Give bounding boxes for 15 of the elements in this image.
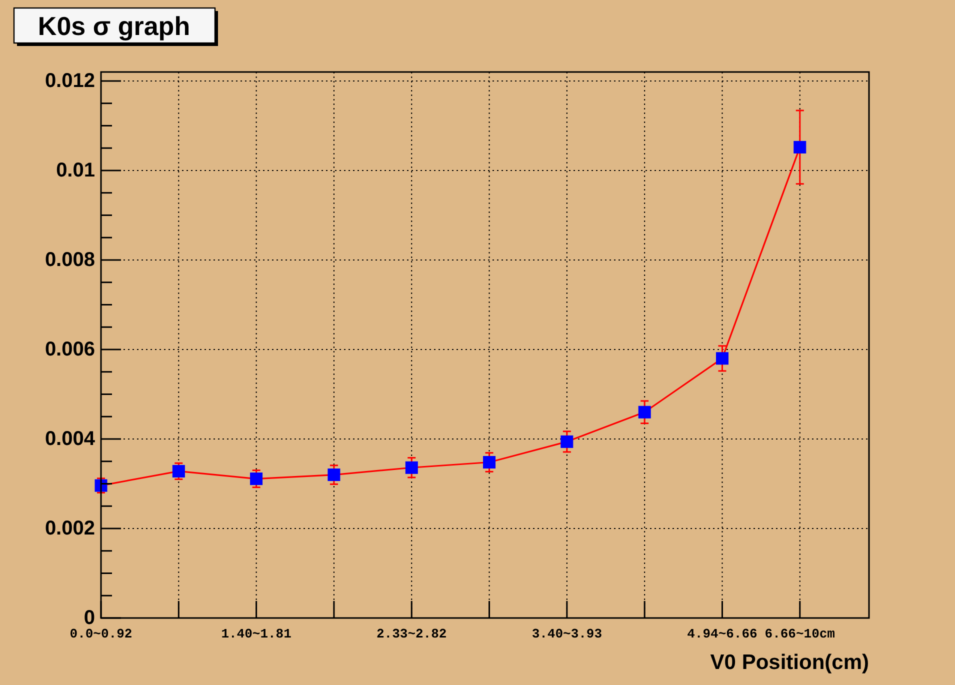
y-tick-label: 0.006	[44, 338, 95, 360]
x-tick-label: 1.40~1.81	[221, 626, 292, 642]
y-tick-label: 0.004	[44, 428, 96, 450]
y-tick-label: 0	[84, 607, 95, 629]
x-tick-label: 6.66~10cm	[764, 626, 836, 642]
y-tick-label: 0.008	[44, 248, 95, 271]
x-tick-label: 2.33~2.82	[376, 626, 447, 642]
chart-title: K0s σ graph	[38, 11, 190, 41]
x-tick-label: 4.94~6.66	[687, 626, 758, 642]
x-axis-title: V0 Position(cm)	[710, 650, 869, 674]
y-tick-label: 0.012	[44, 70, 95, 92]
x-tick-label: 3.40~3.93	[532, 626, 602, 642]
x-tick-label: 0.0~0.92	[70, 626, 132, 642]
y-tick-label: 0.01	[56, 159, 95, 182]
y-tick-label: 0.002	[44, 517, 95, 540]
